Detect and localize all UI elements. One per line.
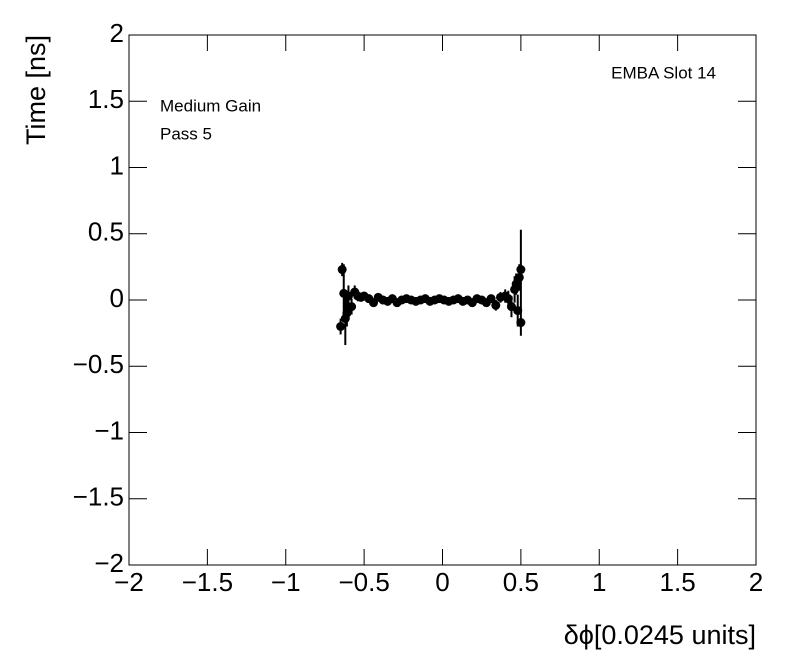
x-tick-label: 0 <box>435 567 449 597</box>
x-tick-label: 2 <box>749 567 763 597</box>
x-tick-label: 0.5 <box>503 567 539 597</box>
data-point <box>503 294 513 304</box>
x-tick-label: 1.5 <box>660 567 696 597</box>
y-tick-label: −2 <box>94 548 124 578</box>
data-point <box>342 308 352 318</box>
y-axis-label: Time [ns] <box>21 35 51 145</box>
annotation: Pass 5 <box>160 124 212 143</box>
y-tick-label: 1 <box>110 150 124 180</box>
data-point <box>516 265 526 275</box>
x-tick-label: 1 <box>592 567 606 597</box>
x-tick-label: −2 <box>114 567 144 597</box>
y-tick-label: 0.5 <box>88 217 124 247</box>
x-tick-label: −1 <box>271 567 301 597</box>
data-point <box>514 272 524 282</box>
annotation: EMBA Slot 14 <box>611 63 716 82</box>
data-point <box>336 322 346 331</box>
data-point <box>486 294 496 304</box>
data-point <box>516 318 526 328</box>
x-axis-label: δϕ[0.0245 units] <box>564 620 756 650</box>
y-tick-label: −1 <box>94 415 124 445</box>
data-point <box>337 265 347 275</box>
x-tick-label: −1.5 <box>182 567 233 597</box>
x-tick-label: −0.5 <box>338 567 389 597</box>
data-point <box>347 302 357 312</box>
data-point <box>491 300 501 310</box>
y-tick-label: −0.5 <box>73 349 124 379</box>
y-tick-label: 2 <box>110 18 124 48</box>
y-tick-label: 0 <box>110 283 124 313</box>
y-tick-label: 1.5 <box>88 84 124 114</box>
data-point <box>513 306 523 316</box>
annotation: Medium Gain <box>160 96 261 115</box>
y-tick-label: −1.5 <box>73 482 124 512</box>
